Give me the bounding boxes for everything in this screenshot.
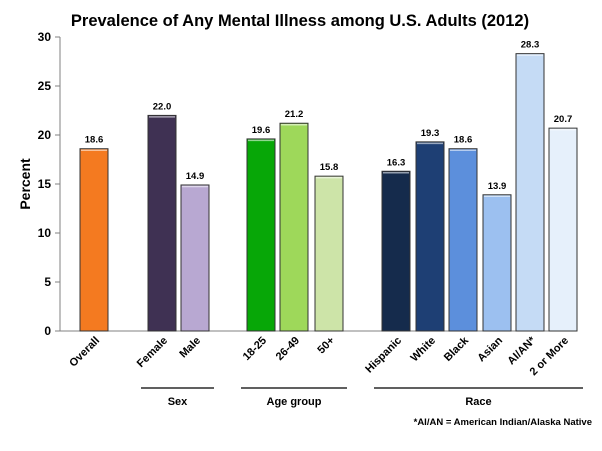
bar-2-or-more: [548, 127, 578, 332]
x-tick-label: 50+: [315, 335, 337, 357]
bar-26-49: [279, 122, 309, 332]
group-label: Race: [465, 396, 491, 408]
bar-asian: [482, 194, 512, 332]
x-tick-label: Female: [135, 335, 170, 370]
x-tick-label: Asian: [475, 334, 505, 364]
data-label: 18.6: [454, 135, 473, 146]
y-tick-label: 5: [44, 275, 51, 289]
bar-overall: [79, 148, 109, 332]
y-tick-label: 15: [38, 177, 52, 191]
group-labels: Sex Age group Race: [141, 387, 583, 408]
y-tick-label: 0: [44, 324, 51, 338]
x-tick-label: 18-25: [241, 335, 269, 363]
x-tick-label: 26-49: [274, 335, 302, 363]
x-tick-label: Hispanic: [363, 335, 404, 376]
group-label: Sex: [168, 396, 188, 408]
data-label: 18.6: [85, 135, 104, 146]
value-labels: 18.6 22.0 14.9 19.6 21.2 15.8 16.3 19.3 18.6 13.9…: [85, 40, 573, 192]
group-label: Age group: [267, 396, 322, 408]
data-label: 13.9: [488, 181, 507, 192]
x-tick-labels: Overall Female Male 18-25 26-49 50+ Hispanic Wh…: [67, 334, 571, 378]
bar-white: [415, 141, 445, 332]
data-label: 28.3: [521, 40, 540, 51]
bar-ai-an-: [515, 53, 545, 332]
bar-hispanic: [381, 170, 411, 332]
data-label: 15.8: [320, 162, 339, 173]
x-tick-label: White: [408, 335, 438, 365]
y-tick-label: 20: [38, 128, 52, 142]
bar-female: [147, 114, 177, 332]
bar-18-25: [246, 138, 276, 332]
data-label: 19.6: [252, 125, 271, 136]
data-label: 19.3: [421, 128, 440, 139]
y-tick-label: 10: [38, 226, 52, 240]
data-label: 20.7: [554, 114, 573, 125]
data-label: 14.9: [186, 171, 205, 182]
chart-title: Prevalence of Any Mental Illness among U…: [71, 12, 529, 30]
y-axis-label: Percent: [17, 158, 33, 210]
y-tick-label: 25: [38, 79, 52, 93]
x-tick-label: Male: [177, 335, 203, 361]
bar-male: [180, 184, 210, 332]
x-tick-label: Black: [442, 334, 472, 364]
data-label: 22.0: [153, 101, 172, 112]
bar-50-: [314, 175, 344, 332]
bar-black: [448, 148, 478, 332]
y-tick-label: 30: [38, 30, 52, 44]
x-tick-label: Overall: [67, 335, 102, 370]
footnote: *AI/AN = American Indian/Alaska Native: [414, 417, 592, 428]
bars: [79, 53, 578, 332]
data-label: 21.2: [285, 109, 304, 120]
data-label: 16.3: [387, 157, 406, 168]
